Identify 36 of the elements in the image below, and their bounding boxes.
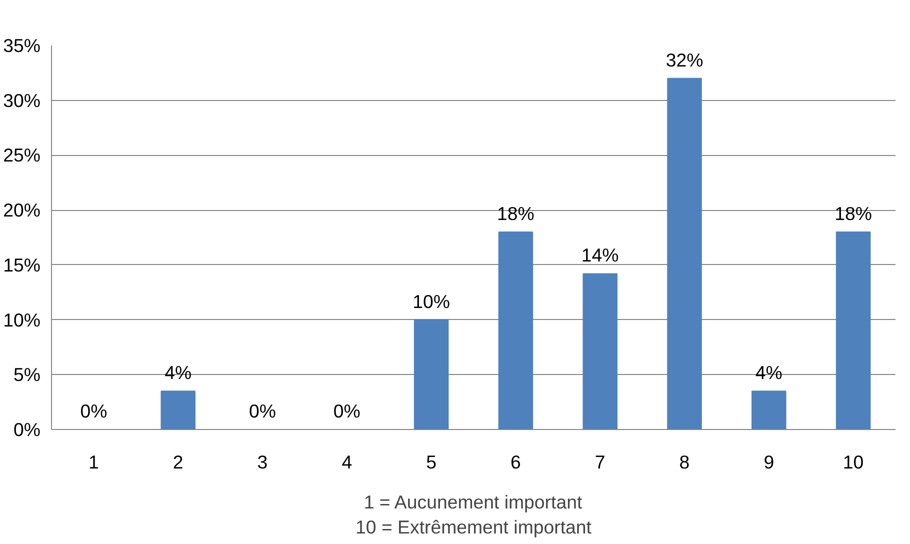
x-tick-label: 3 (257, 452, 268, 472)
y-tick-label: 15% (3, 254, 41, 276)
bar (667, 78, 702, 430)
x-tick-label: 7 (594, 452, 606, 472)
x-tick-label: 6 (510, 452, 521, 472)
bar (414, 319, 449, 430)
y-tick-label: 5% (14, 364, 41, 386)
y-tick-label: 30% (3, 90, 41, 111)
x-axis-title: 1 = Aucunement important 10 = Extrêmement important (356, 492, 592, 538)
data-label: 18% (834, 203, 872, 224)
bar (498, 232, 534, 430)
data-label: 0% (333, 400, 360, 422)
y-tick-label: 35% (3, 35, 41, 56)
data-label: 0% (80, 400, 108, 422)
x-tick-label: 5 (426, 452, 437, 472)
data-label: 4% (164, 362, 192, 384)
data-label: 10% (412, 290, 450, 312)
x-tick-label: 8 (679, 452, 690, 472)
x-tick-label: 1 (88, 452, 99, 472)
y-tick-label: 0% (14, 419, 41, 440)
data-label: 18% (497, 203, 534, 224)
bar (582, 273, 618, 430)
data-label: 32% (666, 49, 704, 70)
data-label: 14% (581, 244, 619, 266)
bar (160, 390, 196, 430)
data-label: 4% (755, 362, 782, 384)
y-tick-label: 10% (3, 309, 41, 330)
y-tick-label: 25% (3, 144, 41, 166)
bar (752, 390, 786, 430)
x-tick-label: 9 (764, 452, 774, 472)
bar (836, 232, 871, 430)
x-tick-label: 10 (842, 452, 864, 472)
x-tick-label: 2 (172, 452, 184, 472)
x-tick-label: 4 (342, 452, 352, 472)
data-label: 0% (249, 400, 276, 422)
y-tick-label: 20% (3, 200, 41, 221)
